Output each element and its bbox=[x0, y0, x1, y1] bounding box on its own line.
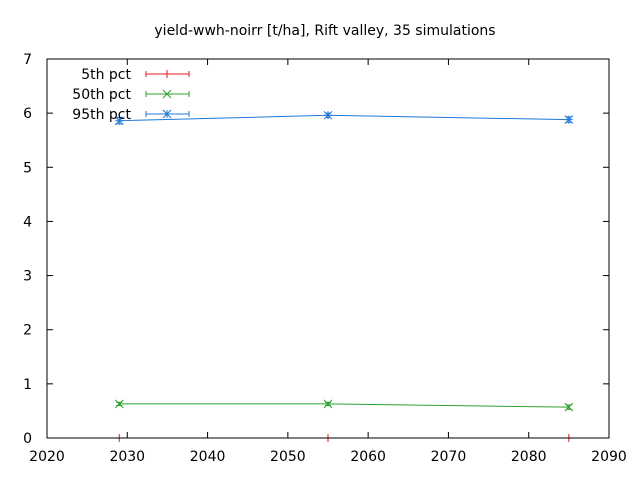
data-point-2-2 bbox=[564, 115, 574, 124]
y-tick-label: 1 bbox=[23, 377, 32, 393]
data-point-2-1 bbox=[323, 110, 333, 120]
data-point-1-2 bbox=[564, 402, 574, 412]
chart-title: yield-wwh-noirr [t/ha], Rift valley, 35 … bbox=[154, 23, 495, 39]
legend-label-2: 95th pct bbox=[72, 107, 131, 123]
axis-frame bbox=[46, 58, 610, 439]
x-tick-label: 2090 bbox=[591, 449, 627, 465]
y-axis: 0 1 2 3 4 5 6 7 bbox=[23, 52, 609, 447]
legend-marker-1 bbox=[162, 89, 172, 99]
legend-marker-0 bbox=[163, 70, 171, 78]
y-tick-label: 3 bbox=[23, 269, 32, 285]
y-tick-label: 5 bbox=[23, 160, 32, 176]
legend-label-1: 50th pct bbox=[72, 87, 131, 103]
y-tick-label: 4 bbox=[23, 214, 32, 230]
x-tick-label: 2050 bbox=[270, 449, 306, 465]
series-line-2 bbox=[119, 114, 569, 122]
y-tick-label: 7 bbox=[23, 52, 32, 68]
legend: 5th pct 50th pct 95th pct bbox=[72, 67, 190, 123]
x-axis: 2020 2030 2040 2050 2060 2070 2080 2090 bbox=[29, 59, 627, 465]
legend-label-0: 5th pct bbox=[81, 67, 131, 83]
x-tick-label: 2030 bbox=[109, 449, 145, 465]
x-tick-label: 2060 bbox=[350, 449, 386, 465]
plot-area bbox=[114, 110, 574, 442]
x-tick-label: 2040 bbox=[190, 449, 226, 465]
y-tick-label: 0 bbox=[23, 431, 32, 447]
legend-marker-2 bbox=[162, 109, 172, 119]
x-tick-label: 2020 bbox=[29, 449, 65, 465]
x-tick-label: 2080 bbox=[511, 449, 547, 465]
data-point-1-0 bbox=[114, 399, 124, 409]
data-point-1-1 bbox=[323, 399, 333, 409]
data-point-2-0 bbox=[114, 116, 124, 126]
y-tick-label: 2 bbox=[23, 323, 32, 339]
series-line-1 bbox=[119, 403, 569, 408]
x-tick-label: 2070 bbox=[431, 449, 467, 465]
y-tick-label: 6 bbox=[23, 106, 32, 122]
